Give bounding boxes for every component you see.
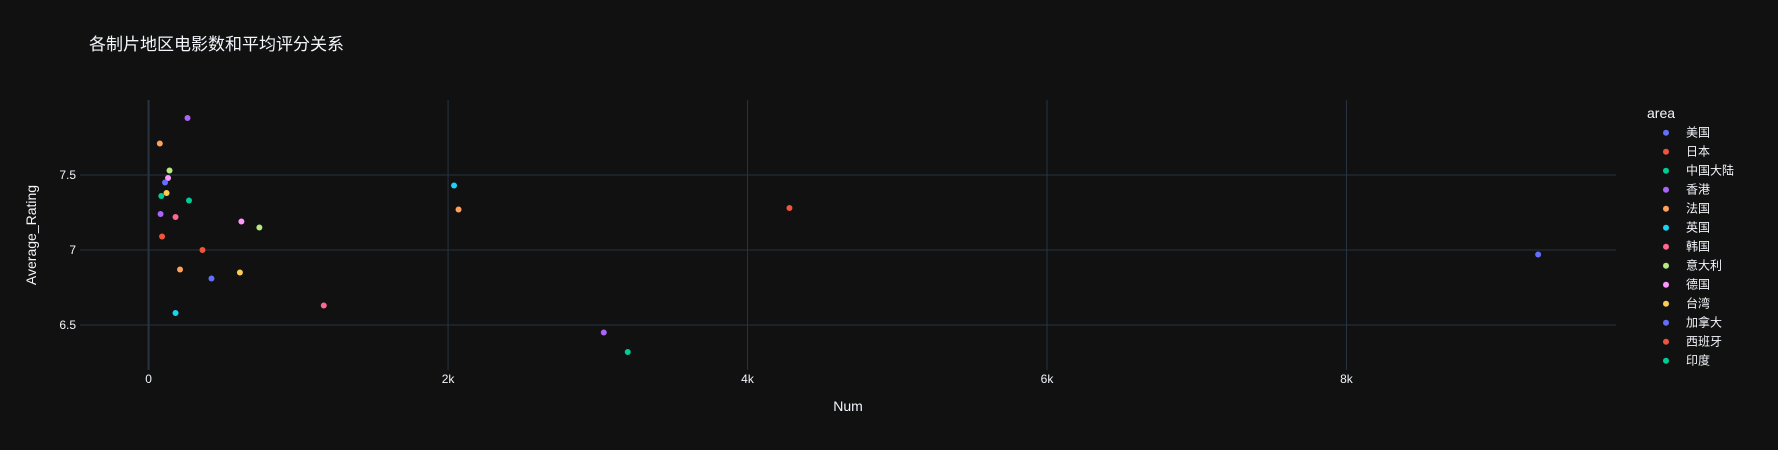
data-point	[186, 197, 193, 204]
data-point	[158, 193, 165, 199]
legend-label: 韩国	[1686, 239, 1710, 254]
x-tick-label: 6k	[1041, 372, 1055, 386]
legend-item[interactable]: 意大利	[1663, 258, 1722, 273]
x-tick-label: 4k	[741, 372, 755, 386]
legend-marker	[1663, 205, 1669, 212]
data-point	[162, 179, 169, 186]
y-tick-label: 6.5	[59, 318, 76, 332]
legend-marker	[1663, 148, 1669, 155]
legend-item[interactable]: 西班牙	[1663, 335, 1722, 349]
y-tick-label: 7	[69, 243, 76, 257]
x-tick-label: 0	[145, 372, 152, 386]
legend-marker	[1663, 357, 1669, 364]
legend-marker	[1663, 281, 1669, 288]
data-point	[600, 329, 607, 336]
legend-label: 英国	[1686, 221, 1710, 235]
data-point	[320, 302, 327, 309]
legend-item[interactable]: 法国	[1663, 202, 1710, 216]
legend-label: 香港	[1686, 183, 1710, 197]
x-tick-label: 8k	[1340, 372, 1354, 386]
legend-label: 台湾	[1686, 296, 1710, 311]
legend-item[interactable]: 台湾	[1663, 296, 1710, 311]
legend-label: 加拿大	[1686, 315, 1722, 330]
legend-label: 德国	[1686, 277, 1710, 292]
legend-label: 法国	[1686, 202, 1710, 216]
legend-label: 印度	[1686, 353, 1710, 368]
legend-title: area	[1647, 105, 1675, 121]
legend-marker	[1663, 224, 1669, 231]
x-tick-labels: 0 2k 4k 6k 8k	[145, 372, 1354, 386]
data-point	[157, 211, 164, 217]
data-point	[624, 349, 631, 355]
legend-marker	[1663, 338, 1669, 345]
data-point	[172, 214, 179, 220]
legend-item[interactable]: 日本	[1663, 145, 1710, 159]
legend-marker	[1663, 300, 1669, 307]
data-point	[208, 275, 215, 282]
data-point	[256, 224, 263, 231]
data-point	[172, 310, 179, 316]
legend-item[interactable]: 香港	[1663, 183, 1710, 197]
legend-label: 美国	[1686, 126, 1710, 140]
data-point	[238, 218, 245, 225]
legend-item[interactable]: 韩国	[1663, 239, 1710, 254]
y-tick-label: 7.5	[59, 168, 76, 182]
legend-item[interactable]: 中国大陆	[1663, 163, 1734, 178]
data-point	[177, 266, 184, 273]
data-point	[236, 269, 243, 276]
legend-label: 中国大陆	[1686, 163, 1734, 178]
legend-marker	[1663, 129, 1669, 136]
legend-marker	[1663, 262, 1669, 269]
data-point	[156, 140, 163, 147]
legend-item[interactable]: 印度	[1663, 353, 1710, 368]
legend-marker	[1663, 319, 1669, 326]
data-point	[159, 233, 166, 240]
data-point	[451, 182, 458, 189]
y-axis-title: Average_Rating	[23, 185, 39, 285]
data-point	[1535, 251, 1542, 258]
data-point	[199, 247, 206, 253]
legend-item[interactable]: 德国	[1663, 277, 1710, 292]
x-axis-title: Num	[833, 398, 863, 414]
legend-item[interactable]: 加拿大	[1663, 315, 1722, 330]
y-tick-labels: 6.5 7 7.5	[59, 168, 76, 332]
legend-item[interactable]: 美国	[1663, 126, 1710, 140]
legend-marker	[1663, 186, 1669, 193]
data-point	[786, 205, 793, 211]
chart-title: 各制片地区电影数和平均评分关系	[89, 35, 344, 54]
data-point	[165, 175, 172, 181]
gridlines	[80, 100, 1616, 370]
legend-marker	[1663, 167, 1669, 174]
legend-item[interactable]: 英国	[1663, 221, 1710, 235]
data-point	[163, 190, 170, 196]
legend-marker	[1663, 243, 1669, 250]
data-points	[156, 115, 1542, 355]
legend-label: 意大利	[1686, 258, 1722, 273]
legend-label: 西班牙	[1686, 335, 1722, 349]
data-point	[184, 115, 191, 121]
x-tick-label: 2k	[442, 372, 456, 386]
legend-label: 日本	[1686, 145, 1710, 159]
data-point	[455, 206, 462, 213]
data-point	[166, 167, 173, 174]
